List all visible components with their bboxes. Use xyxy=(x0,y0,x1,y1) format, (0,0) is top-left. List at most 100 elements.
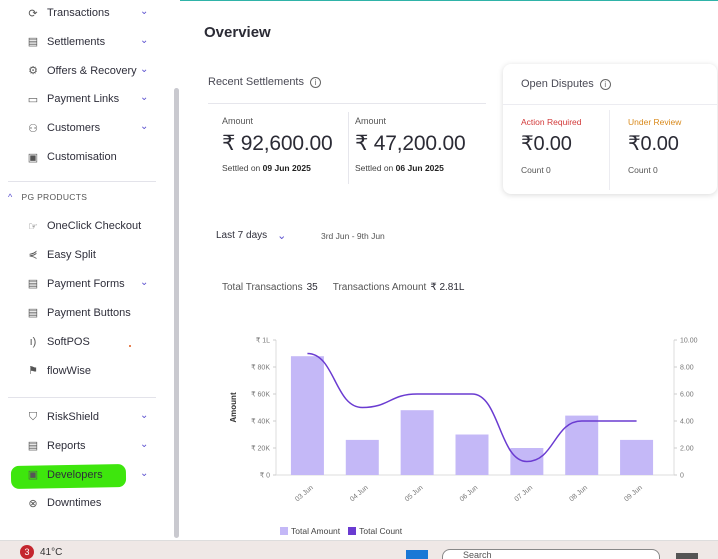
reports-icon: ▤ xyxy=(27,440,39,453)
sidebar-item-transactions[interactable]: ⟳ Transactions ⌄ xyxy=(26,2,148,24)
chevron-down-icon: ⌄ xyxy=(140,63,149,75)
recent-settlements-title: Recent Settlements xyxy=(208,76,304,88)
sidebar-item-label: Reports xyxy=(47,439,86,452)
dispute-status-label: Under Review xyxy=(628,117,682,127)
y-right-tick-label: 6.00 xyxy=(680,392,694,399)
dispute-col-action-required[interactable]: Action Required ₹0.00 Count 0 xyxy=(521,117,581,175)
sidebar-item-payment-forms[interactable]: ▤ Payment Forms ⌄ xyxy=(26,273,149,295)
sidebar-item-label: Settlements xyxy=(47,35,106,48)
decorative-dot xyxy=(129,345,131,347)
y-axis-title: Amount xyxy=(229,392,238,423)
open-disputes-card: Open Disputes i Action Required ₹0.00 Co… xyxy=(503,64,717,194)
chevron-down-icon: ⌄ xyxy=(140,467,149,479)
sidebar-item-label: flowWise xyxy=(47,364,92,377)
payment-forms-icon: ▤ xyxy=(27,278,39,291)
developers-icon: ▣ xyxy=(27,469,39,482)
sidebar-item-flowwise[interactable]: ⚑ flowWise xyxy=(26,360,91,382)
line-total-count xyxy=(307,352,637,463)
offers-icon: ⚙ xyxy=(28,65,38,78)
bar-total-amount xyxy=(565,415,599,475)
sidebar-scrollbar[interactable] xyxy=(174,88,179,538)
date-range-text: 3rd Jun - 9th Jun xyxy=(321,231,385,241)
payment-buttons-icon: ▤ xyxy=(27,307,39,320)
info-icon[interactable]: i xyxy=(599,78,611,90)
x-tick-label: 03 Jun xyxy=(294,484,315,503)
weather-widget[interactable]: 3 41°C xyxy=(20,545,62,559)
flowwise-icon: ⚑ xyxy=(28,365,38,377)
bar-total-amount xyxy=(345,439,379,475)
y-right-tick-label: 8.00 xyxy=(680,365,694,372)
sidebar-item-label: Payment Buttons xyxy=(47,306,131,319)
y-right-tick-label: 10.00 xyxy=(680,338,698,345)
y-left-tick-label: ₹ 1L xyxy=(256,337,270,345)
sidebar-item-riskshield[interactable]: ⛉ RiskShield ⌄ xyxy=(26,406,149,428)
sidebar-item-payment-links[interactable]: ▭ Payment Links ⌄ xyxy=(26,88,149,110)
dispute-col-under-review[interactable]: Under Review ₹0.00 Count 0 xyxy=(628,117,681,175)
softpos-icon: ı) xyxy=(29,335,37,348)
info-icon[interactable]: i xyxy=(310,76,321,88)
y-left-tick-label: ₹ 0 xyxy=(260,472,270,480)
sidebar-item-downtimes[interactable]: ⊗ Downtimes xyxy=(26,492,101,514)
sidebar-item-label: OneClick Checkout xyxy=(47,220,142,232)
sidebar-item-settlements[interactable]: ▤ Settlements ⌄ xyxy=(26,31,149,53)
riskshield-icon: ⛉ xyxy=(28,410,38,423)
sidebar-divider xyxy=(8,181,156,182)
taskbar-app-icon[interactable] xyxy=(676,553,698,559)
y-left-tick-label: ₹ 40K xyxy=(251,418,270,426)
payment-links-icon: ▭ xyxy=(27,93,39,106)
y-left-tick-label: ₹ 60K xyxy=(251,391,270,399)
y-right-tick-label: 2.00 xyxy=(680,446,694,453)
legend-item-total-amount[interactable]: Total Amount xyxy=(280,526,340,536)
settlement-amount: ₹ 47,200.00 xyxy=(355,132,466,155)
card-divider xyxy=(503,104,717,105)
date-range-dropdown[interactable]: Last 7 days ⌄ xyxy=(216,229,286,242)
customers-icon: ⚇ xyxy=(28,122,38,135)
amount-count-chart[interactable]: ₹ 1L ₹ 80K ₹ 60K ₹ 40K ₹ 20K ₹ 0 10.00 8.00 6.00… xyxy=(220,328,718,543)
x-tick-label: 05 Jun xyxy=(404,484,425,503)
pg-products-section-toggle[interactable]: ^ PG PRODUCTS xyxy=(8,192,87,202)
sidebar-item-customisation[interactable]: ▣ Customisation xyxy=(26,146,117,168)
dispute-count: Count 0 xyxy=(628,165,658,175)
sidebar-item-offers-recovery[interactable]: ⚙ Offers & Recovery ⌄ xyxy=(26,60,148,82)
customisation-icon: ▣ xyxy=(27,151,39,164)
sidebar-item-label: Transactions xyxy=(47,7,110,19)
total-transactions-value: 35 xyxy=(306,282,318,293)
sidebar-item-reports[interactable]: ▤ Reports ⌄ xyxy=(26,435,149,457)
taskbar-search-input[interactable]: Search xyxy=(442,549,660,559)
chevron-down-icon: ⌄ xyxy=(277,230,287,242)
windows-start-icon[interactable] xyxy=(406,550,428,559)
dispute-status-label: Action Required xyxy=(521,117,582,127)
sidebar-item-softpos[interactable]: ı) SoftPOS xyxy=(26,331,90,353)
legend-item-total-count[interactable]: Total Count xyxy=(348,526,402,536)
dispute-count: Count 0 xyxy=(521,165,551,175)
sidebar-item-label: Developers xyxy=(47,468,103,481)
sidebar-item-payment-buttons[interactable]: ▤ Payment Buttons xyxy=(26,302,131,324)
open-disputes-title: Open Disputes xyxy=(521,78,594,90)
sidebar-item-oneclick-checkout[interactable]: ☞ OneClick Checkout xyxy=(26,215,141,237)
chevron-down-icon: ⌄ xyxy=(140,6,149,17)
x-tick-label: 09 Jun xyxy=(623,484,644,503)
sidebar-item-customers[interactable]: ⚇ Customers ⌄ xyxy=(26,117,148,139)
os-taskbar: 3 41°C Search xyxy=(0,540,718,559)
settlement-amount: ₹ 92,600.00 xyxy=(222,132,333,155)
y-left-tick-label: ₹ 80K xyxy=(251,364,270,372)
bar-total-amount xyxy=(290,356,324,475)
totals-summary: Total Transactions 35 Transactions Amount… xyxy=(222,282,464,293)
sidebar-divider xyxy=(8,397,156,398)
sidebar-item-label: Customers xyxy=(47,122,101,135)
sidebar-item-easy-split[interactable]: ⋞ Easy Split xyxy=(26,244,96,266)
settlements-icon: ▤ xyxy=(27,36,39,49)
temperature: 41°C xyxy=(40,546,63,558)
sidebar-item-label: Downtimes xyxy=(47,497,102,510)
split-icon: ⋞ xyxy=(28,249,38,262)
legend-swatch xyxy=(348,527,357,535)
sidebar-item-developers[interactable]: ▣ Developers ⌄ xyxy=(26,464,149,486)
transactions-amount-value: ₹ 2.81L xyxy=(430,282,465,293)
legend-swatch xyxy=(280,527,288,535)
dispute-amount: ₹0.00 xyxy=(628,133,679,155)
column-separator xyxy=(609,110,610,190)
sidebar-item-label: Customisation xyxy=(47,151,117,163)
page-title: Overview xyxy=(204,24,271,41)
chevron-down-icon: ⌄ xyxy=(140,438,149,450)
